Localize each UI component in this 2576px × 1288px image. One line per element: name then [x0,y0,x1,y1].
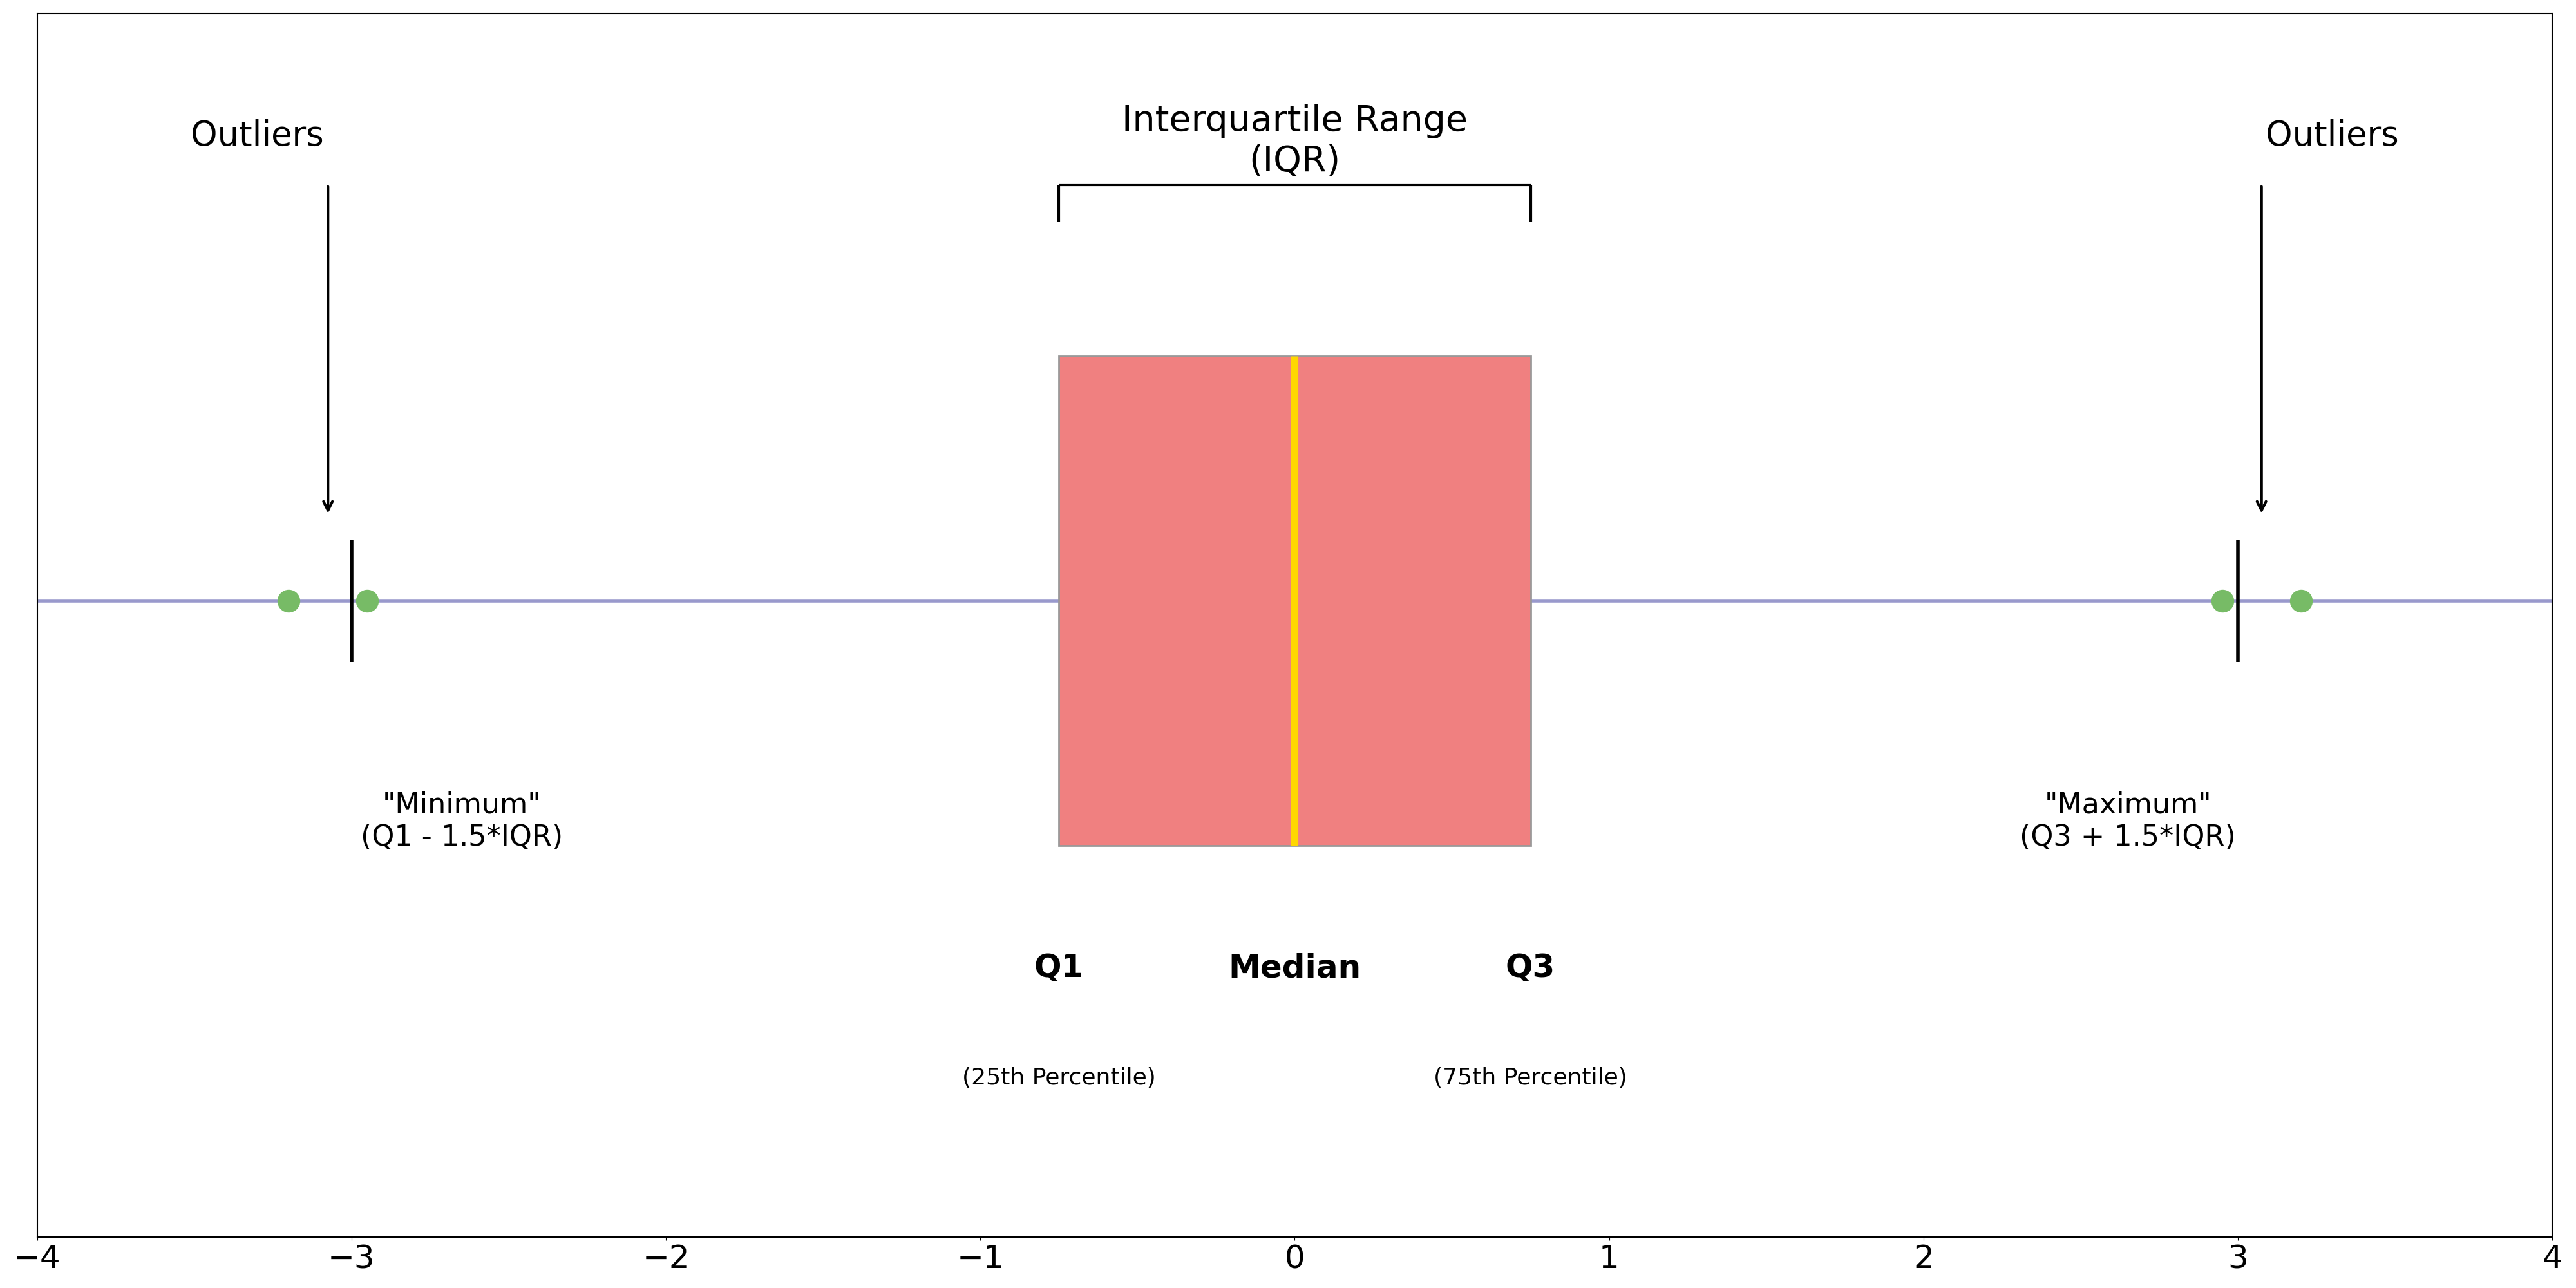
Text: "Minimum"
(Q1 - 1.5*IQR): "Minimum" (Q1 - 1.5*IQR) [361,791,562,851]
Point [2280,591,2321,612]
Bar [1059,357,1530,846]
Point [2202,591,2244,612]
Text: Outliers: Outliers [2267,118,2398,152]
Text: (25th Percentile): (25th Percentile) [961,1068,1157,1090]
Text: (75th Percentile): (75th Percentile) [1435,1068,1628,1090]
Point [348,591,389,612]
Text: "Maximum"
(Q3 + 1.5*IQR): "Maximum" (Q3 + 1.5*IQR) [2020,791,2236,851]
Text: Median: Median [1229,953,1360,984]
Text: Q3: Q3 [1504,953,1556,984]
Text: Q1: Q1 [1033,953,1084,984]
Text: Outliers: Outliers [191,118,325,152]
Text: Interquartile Range
(IQR): Interquartile Range (IQR) [1121,104,1468,179]
Point [268,591,309,612]
